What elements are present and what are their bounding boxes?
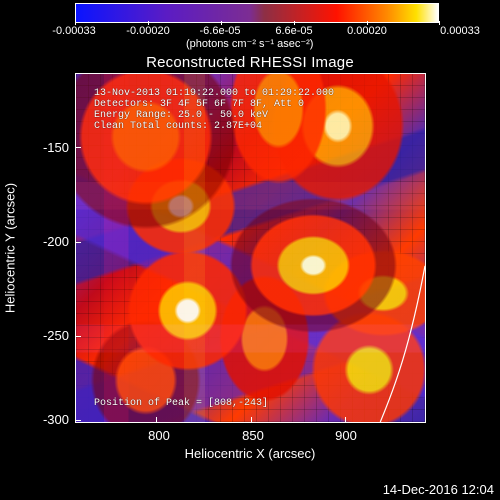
colorbar-label: 0.00020: [347, 25, 387, 37]
colorbar-label: -0.00033: [52, 25, 96, 37]
x-axis-tick: [345, 417, 346, 423]
reconstructed-image-plot: 13-Nov-2013 01:19:22.000 to 01:29:22.000…: [75, 73, 426, 423]
peak-position-label: Position of Peak = [808,-243]: [94, 398, 269, 409]
y-axis-label: -200: [42, 234, 69, 249]
time-range-label: 13-Nov-2013 01:19:22.000 to 01:29:22.000: [94, 88, 335, 99]
colorbar-units: (photons cm⁻² s⁻¹ asec⁻²): [186, 38, 314, 50]
colorbar-tick: [294, 21, 295, 25]
y-axis-tick: [75, 336, 81, 337]
colorbar-label: 0.00033: [440, 25, 480, 37]
y-axis-tick: [75, 147, 81, 148]
colorbar-tick: [367, 21, 368, 25]
colorbar-label: 6.6e-05: [275, 25, 313, 37]
x-axis-label: 800: [148, 428, 170, 443]
y-axis-tick: [75, 242, 81, 243]
plot-info-block: 13-Nov-2013 01:19:22.000 to 01:29:22.000…: [94, 88, 334, 132]
x-axis-title: Heliocentric X (arcsec): [184, 446, 316, 461]
clean-total-counts-label: Clean Total counts: 2.87E+04: [94, 121, 263, 132]
colorbar: [75, 3, 439, 23]
y-axis-label: -250: [42, 328, 69, 343]
y-axis-label: -300: [42, 412, 69, 427]
x-axis-label: 900: [335, 428, 357, 443]
x-axis-tick: [251, 417, 252, 423]
colorbar-tick: [148, 21, 149, 25]
x-axis-label: 850: [242, 428, 264, 443]
page-title: Reconstructed RHESSI Image: [146, 54, 354, 71]
y-axis-title: Heliocentric Y (arcsec): [2, 182, 18, 314]
image-pixel-texture: [76, 74, 425, 422]
colorbar-tick: [439, 21, 440, 25]
y-axis-tick: [75, 420, 81, 421]
detectors-label: Detectors: 3F 4F 5F 6F 7F 8F, Att 0: [94, 99, 305, 110]
x-axis-tick: [156, 417, 157, 423]
colorbar-label: -6.6e-05: [199, 25, 241, 37]
colorbar-tick: [221, 21, 222, 25]
footer-timestamp: 14-Dec-2016 12:04: [382, 482, 494, 497]
colorbar-label: -0.00020: [126, 25, 170, 37]
energy-range-label: Energy Range: 25.0 - 50.0 keV: [94, 110, 269, 121]
y-axis-label: -150: [42, 140, 69, 155]
colorbar-tick: [75, 21, 76, 25]
